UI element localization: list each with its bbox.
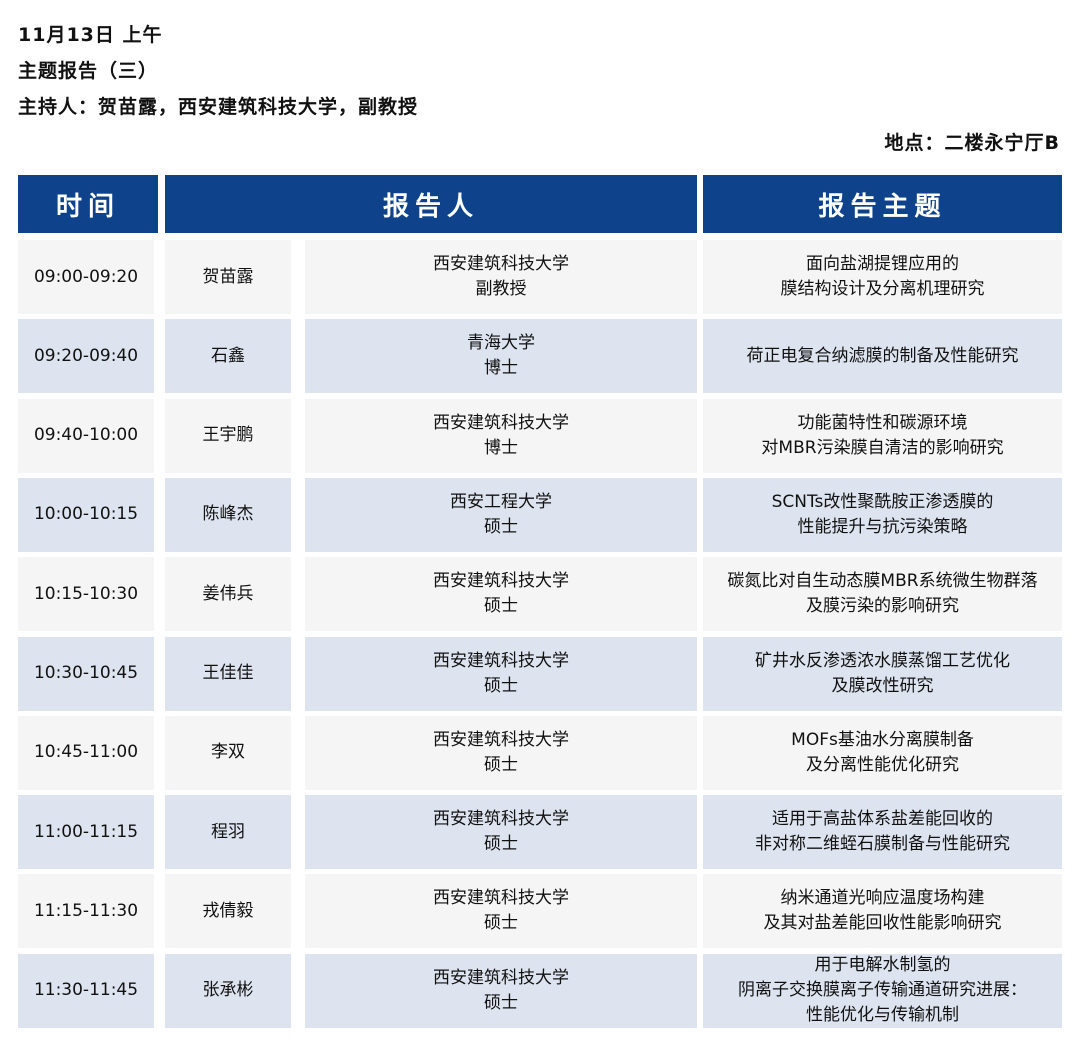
row-time: 09:20-09:40 bbox=[18, 319, 154, 394]
row-affiliation: 西安建筑科技大学 硕士 bbox=[305, 874, 697, 949]
row-affiliation: 西安建筑科技大学 硕士 bbox=[305, 557, 697, 632]
row-name: 石鑫 bbox=[165, 319, 291, 394]
row-time: 11:30-11:45 bbox=[18, 953, 154, 1028]
row-topic: 荷正电复合纳滤膜的制备及性能研究 bbox=[703, 319, 1062, 394]
row-topic: 纳米通道光响应温度场构建 及其对盐差能回收性能影响研究 bbox=[703, 874, 1062, 949]
session-date: 11月13日 上午 bbox=[18, 24, 163, 46]
row-name: 姜伟兵 bbox=[165, 557, 291, 632]
row-affiliation: 西安工程大学 硕士 bbox=[305, 477, 697, 552]
row-affiliation: 西安建筑科技大学 硕士 bbox=[305, 795, 697, 870]
row-time: 10:15-10:30 bbox=[18, 557, 154, 632]
row-topic: SCNTs改性聚酰胺正渗透膜的 性能提升与抗污染策略 bbox=[703, 477, 1062, 552]
row-time: 10:00-10:15 bbox=[18, 477, 154, 552]
row-affiliation: 西安建筑科技大学 副教授 bbox=[305, 240, 697, 314]
row-time: 10:30-10:45 bbox=[18, 636, 154, 711]
row-name: 王佳佳 bbox=[165, 636, 291, 711]
session-location: 地点：二楼永宁厅B bbox=[884, 132, 1060, 154]
row-name: 张承彬 bbox=[165, 953, 291, 1028]
row-name: 王宇鹏 bbox=[165, 398, 291, 473]
row-name: 贺苗露 bbox=[165, 240, 291, 314]
row-topic: 功能菌特性和碳源环境 对MBR污染膜自清洁的影响研究 bbox=[703, 398, 1062, 473]
row-name: 戎倩毅 bbox=[165, 874, 291, 949]
row-name: 程羽 bbox=[165, 795, 291, 870]
row-affiliation: 西安建筑科技大学 硕士 bbox=[305, 953, 697, 1028]
header-speaker: 报告人 bbox=[165, 175, 697, 233]
row-affiliation: 西安建筑科技大学 博士 bbox=[305, 398, 697, 473]
header-time: 时间 bbox=[18, 175, 158, 233]
row-affiliation: 青海大学 博士 bbox=[305, 319, 697, 394]
row-time: 09:00-09:20 bbox=[18, 240, 154, 314]
row-time: 11:15-11:30 bbox=[18, 874, 154, 949]
row-affiliation: 西安建筑科技大学 硕士 bbox=[305, 636, 697, 711]
row-time: 09:40-10:00 bbox=[18, 398, 154, 473]
row-topic: 碳氮比对自生动态膜MBR系统微生物群落 及膜污染的影响研究 bbox=[703, 557, 1062, 632]
row-time: 10:45-11:00 bbox=[18, 715, 154, 790]
row-topic: MOFs基油水分离膜制备 及分离性能优化研究 bbox=[703, 715, 1062, 790]
row-name: 陈峰杰 bbox=[165, 477, 291, 552]
row-topic: 用于电解水制氢的 阴离子交换膜离子传输通道研究进展： 性能优化与传输机制 bbox=[703, 953, 1062, 1028]
row-name: 李双 bbox=[165, 715, 291, 790]
session-host: 主持人：贺苗露，西安建筑科技大学，副教授 bbox=[18, 96, 419, 118]
row-topic: 面向盐湖提锂应用的 膜结构设计及分离机理研究 bbox=[703, 240, 1062, 314]
row-topic: 矿井水反渗透浓水膜蒸馏工艺优化 及膜改性研究 bbox=[703, 636, 1062, 711]
header-topic: 报告主题 bbox=[703, 175, 1062, 233]
row-affiliation: 西安建筑科技大学 硕士 bbox=[305, 715, 697, 790]
session-title: 主题报告（三） bbox=[18, 60, 159, 82]
row-time: 11:00-11:15 bbox=[18, 795, 154, 870]
row-topic: 适用于高盐体系盐差能回收的 非对称二维蛭石膜制备与性能研究 bbox=[703, 795, 1062, 870]
